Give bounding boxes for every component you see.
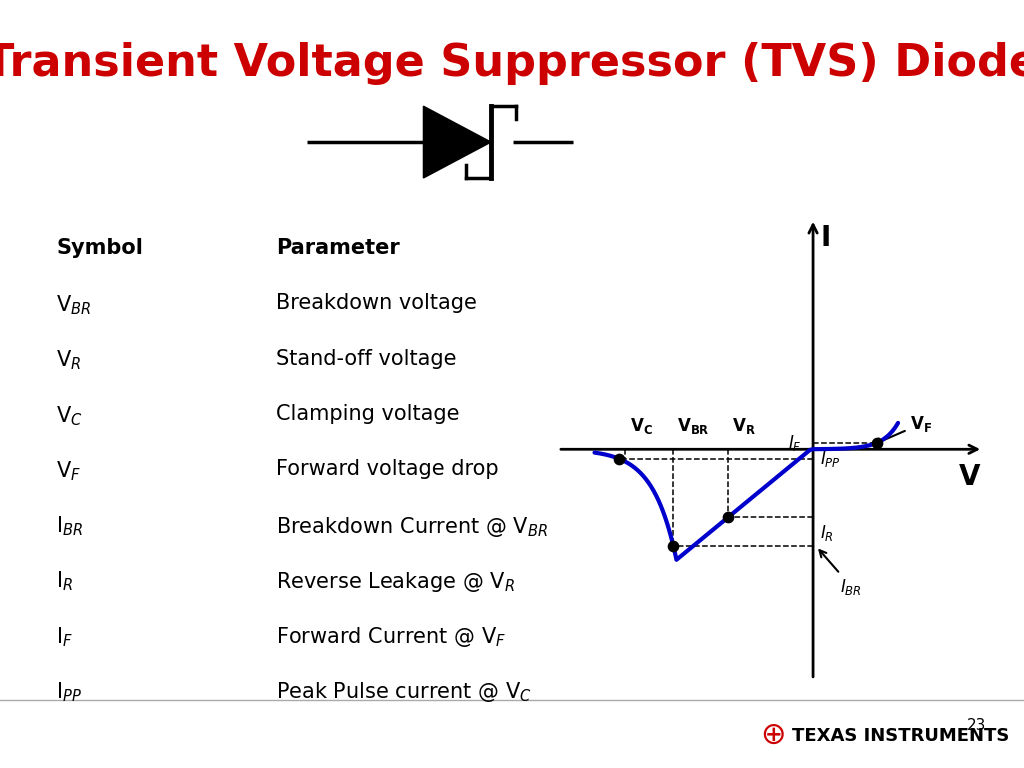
Point [868, 437, 885, 449]
Text: Breakdown voltage: Breakdown voltage [276, 293, 477, 313]
Text: V$_C$: V$_C$ [56, 404, 83, 428]
Text: $\mathbf{V_R}$: $\mathbf{V_R}$ [732, 416, 756, 436]
Text: I: I [821, 223, 831, 252]
Text: Forward Current @ V$_F$: Forward Current @ V$_F$ [276, 625, 507, 649]
Polygon shape [424, 106, 492, 178]
Text: $I_R$: $I_R$ [820, 523, 835, 543]
Text: Parameter: Parameter [276, 238, 400, 258]
Text: $\mathbf{V_F}$: $\mathbf{V_F}$ [874, 414, 932, 445]
Text: I$_F$: I$_F$ [56, 625, 74, 649]
Text: V$_R$: V$_R$ [56, 349, 82, 372]
Text: V: V [958, 462, 980, 491]
Text: Forward voltage drop: Forward voltage drop [276, 459, 499, 479]
Text: V$_F$: V$_F$ [56, 459, 81, 483]
Text: Breakdown Current @ V$_{BR}$: Breakdown Current @ V$_{BR}$ [276, 515, 549, 538]
Point [720, 511, 736, 524]
Point [610, 452, 627, 465]
Text: $I_F$: $I_F$ [788, 433, 802, 453]
Text: $\mathbf{V_C}$: $\mathbf{V_C}$ [630, 416, 652, 436]
Text: 23: 23 [967, 718, 986, 733]
Text: ⊕: ⊕ [761, 721, 785, 750]
Text: I$_{PP}$: I$_{PP}$ [56, 680, 82, 704]
Text: Transient Voltage Suppressor (TVS) Diode: Transient Voltage Suppressor (TVS) Diode [0, 42, 1024, 85]
Text: $I_{BR}$: $I_{BR}$ [819, 550, 862, 597]
Text: Peak Pulse current @ V$_C$: Peak Pulse current @ V$_C$ [276, 680, 532, 704]
Text: Symbol: Symbol [56, 238, 143, 258]
Text: $I_{PP}$: $I_{PP}$ [820, 449, 842, 468]
Text: V$_{BR}$: V$_{BR}$ [56, 293, 91, 317]
Text: I$_R$: I$_R$ [56, 570, 74, 594]
Text: Clamping voltage: Clamping voltage [276, 404, 460, 424]
Text: TEXAS INSTRUMENTS: TEXAS INSTRUMENTS [793, 727, 1010, 745]
Text: Stand-off voltage: Stand-off voltage [276, 349, 457, 369]
Text: I$_{BR}$: I$_{BR}$ [56, 515, 84, 538]
Text: Reverse Leakage @ V$_R$: Reverse Leakage @ V$_R$ [276, 570, 516, 594]
Point [666, 540, 682, 552]
Text: $\mathbf{V_{BR}}$: $\mathbf{V_{BR}}$ [677, 416, 710, 436]
